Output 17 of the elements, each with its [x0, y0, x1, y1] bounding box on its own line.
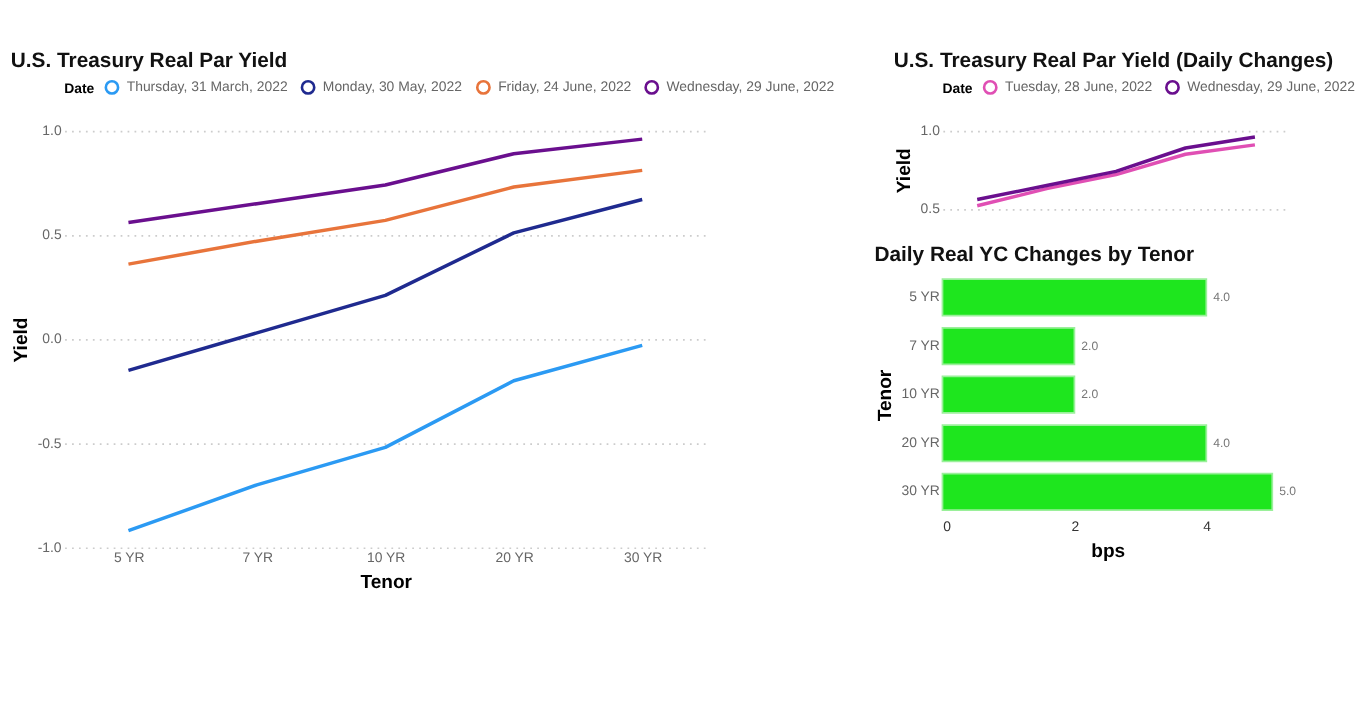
- chart-title: Daily Real YC Changes by Tenor: [874, 244, 1195, 267]
- bar: [941, 278, 1208, 317]
- chart-title: U.S. Treasury Real Par Yield (Daily Changes): [893, 50, 1334, 73]
- line-series: [126, 197, 644, 373]
- y-axis-title: Yield: [11, 317, 34, 363]
- chart-title: U.S. Treasury Real Par Yield: [10, 50, 288, 73]
- x-axis-title: bps: [1091, 540, 1126, 563]
- line-series: [126, 137, 644, 225]
- bar: [941, 424, 1208, 463]
- y-axis-title: Tenor: [874, 369, 897, 422]
- bar: [941, 375, 1076, 414]
- y-axis-title: Yield: [894, 147, 917, 194]
- bar: [941, 326, 1076, 366]
- line-series: [126, 343, 644, 533]
- x-axis-title: Tenor: [360, 572, 413, 595]
- bar: [941, 472, 1274, 511]
- line-series: [126, 168, 644, 266]
